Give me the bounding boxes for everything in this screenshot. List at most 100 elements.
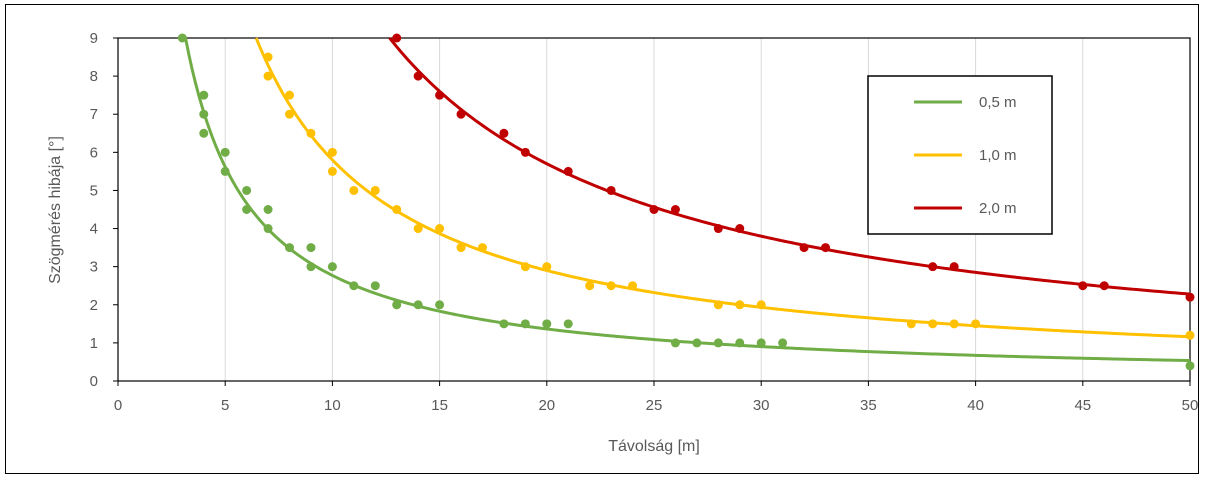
axes [113,37,1191,386]
data-point [285,90,295,100]
data-point [263,52,273,62]
data-point [435,300,445,310]
data-point [971,319,981,329]
data-point [799,243,809,253]
data-point [199,128,209,138]
data-point [563,319,573,329]
data-point [542,319,552,329]
data-point [606,281,616,291]
data-point [928,319,938,329]
data-point [735,300,745,310]
x-tick-label: 45 [1074,397,1091,414]
y-tick-label: 2 [90,297,98,314]
data-point [499,319,509,329]
legend-label: 1,0 m [979,147,1017,164]
data-point [242,185,252,195]
data-point [370,281,380,291]
data-point [821,243,831,253]
y-tick-label: 9 [90,30,98,47]
data-point [606,185,616,195]
data-point [713,300,723,310]
x-tick-label: 5 [221,397,229,414]
data-point [435,90,445,100]
data-point [263,205,273,214]
data-point [392,33,402,43]
data-point [520,262,530,272]
data-point [327,262,337,272]
y-tick-label: 7 [90,106,98,123]
x-tick-label: 35 [860,397,877,414]
data-point [713,224,723,234]
x-tick-label: 10 [324,397,341,414]
data-point [1185,361,1195,371]
data-point [563,166,573,176]
x-tick-label: 30 [753,397,770,414]
y-tick-label: 1 [90,335,98,352]
data-point [199,109,209,119]
x-tick-label: 15 [431,397,448,414]
data-point [199,90,209,100]
data-point [220,166,230,176]
data-point [670,205,680,214]
data-point [756,338,766,348]
y-tick-label: 5 [90,182,98,199]
trend-line [388,37,1191,296]
x-tick-label: 0 [114,397,122,414]
data-point [670,338,680,348]
y-tick-label: 0 [90,373,98,390]
data-point [327,147,337,157]
data-point [1185,330,1195,340]
data-point [349,185,359,195]
data-point [778,338,788,348]
data-point [349,281,359,291]
data-point [949,319,959,329]
data-point [263,71,273,81]
data-point [1078,281,1088,291]
data-point [520,319,530,329]
y-tick-label: 3 [90,259,98,276]
data-point [649,205,659,214]
data-point [949,262,959,272]
data-point [435,224,445,234]
legend-label: 0,5 m [979,94,1017,111]
y-tick-label: 4 [90,221,98,238]
data-point [370,185,380,195]
data-point [327,166,337,176]
data-point [477,243,487,253]
data-point [413,71,423,81]
data-point [392,300,402,310]
legend: 0,5 m 1,0 m 2,0 m [867,75,1053,235]
data-point [392,205,402,214]
data-point [928,262,938,272]
data-point [628,281,638,291]
data-point [456,109,466,119]
data-point [413,224,423,234]
data-points [177,33,1195,371]
data-point [456,243,466,253]
data-point [413,300,423,310]
data-point [692,338,702,348]
data-point [220,147,230,157]
x-tick-label: 40 [967,397,984,414]
x-axis-title: Távolság [m] [608,438,700,455]
data-point [756,300,766,310]
data-point [306,262,316,272]
data-point [735,338,745,348]
data-point [906,319,916,329]
data-point [306,128,316,138]
data-point [306,243,316,253]
data-point [499,128,509,138]
plot-area-border [117,37,1191,382]
legend-label: 2,0 m [979,200,1017,217]
data-point [713,338,723,348]
y-axis-title: Szögmérés hibája [°] [47,136,64,284]
data-point [285,109,295,119]
data-point [1185,292,1195,302]
x-tick-label: 25 [646,397,663,414]
x-tick-label: 20 [538,397,555,414]
data-point [285,243,295,253]
data-point [520,147,530,157]
data-point [177,33,187,43]
